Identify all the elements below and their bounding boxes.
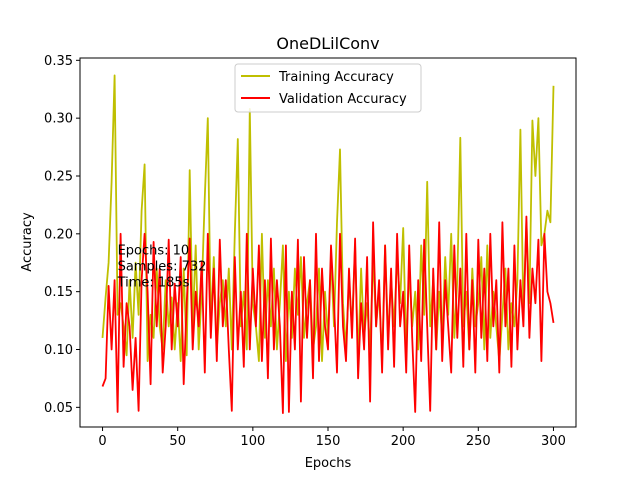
x-tick-label: 150 — [316, 434, 341, 449]
y-tick-label: 0.25 — [44, 169, 73, 184]
annotation-line: Samples: 732 — [118, 260, 207, 275]
y-tick-label: 0.20 — [44, 227, 73, 242]
y-tick-label: 0.15 — [44, 285, 73, 300]
legend-box — [234, 63, 422, 113]
x-axis-label: Epochs — [305, 456, 352, 471]
x-tick-label: 300 — [541, 434, 566, 449]
x-tick-label: 200 — [391, 434, 416, 449]
x-tick-label: 100 — [240, 434, 265, 449]
validation-accuracy-line — [101, 215, 555, 415]
legend: Training Accuracy Validation Accuracy — [234, 63, 422, 113]
annotation-line: Time: 185s — [117, 276, 190, 291]
y-tick-label: 0.35 — [44, 54, 73, 69]
x-tick-label: 0 — [98, 434, 106, 449]
y-axis-label: Accuracy — [20, 212, 35, 272]
chart-title: OneDLilConv — [276, 34, 379, 53]
legend-label-validation: Validation Accuracy — [279, 92, 407, 107]
y-tick-label: 0.30 — [44, 112, 73, 127]
y-axis: 0.05 0.10 0.15 0.20 0.25 0.30 0.35 — [44, 54, 80, 416]
series-layer — [101, 74, 555, 415]
legend-label-training: Training Accuracy — [278, 70, 394, 85]
y-tick-label: 0.05 — [44, 401, 73, 416]
x-tick-label: 250 — [466, 434, 491, 449]
x-axis: 0 50 100 150 200 250 300 — [98, 427, 566, 449]
x-tick-label: 50 — [169, 434, 186, 449]
annotation-line: Epochs: 10 — [118, 244, 190, 259]
y-tick-label: 0.10 — [44, 343, 73, 358]
